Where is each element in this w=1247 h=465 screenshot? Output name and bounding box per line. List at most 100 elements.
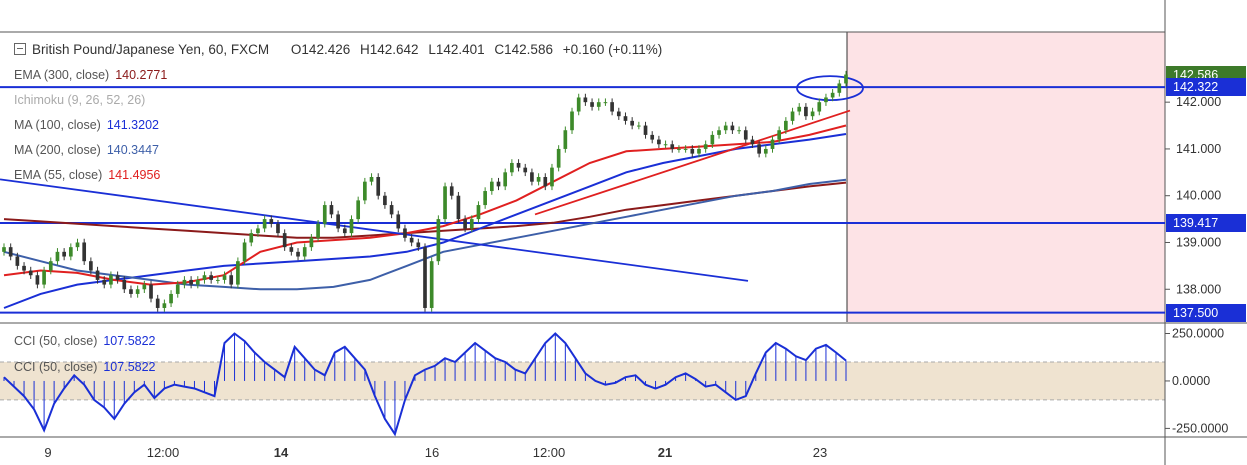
candle-body xyxy=(596,102,601,107)
candle-body xyxy=(289,247,294,252)
candle-body xyxy=(489,181,494,192)
candle-body xyxy=(202,275,207,280)
candle-body xyxy=(643,125,648,135)
candle-body xyxy=(429,261,434,308)
candle-body xyxy=(570,111,574,131)
candle-body xyxy=(790,111,795,121)
candle-body xyxy=(610,102,614,112)
cci-tick-label: 250.0000 xyxy=(1172,326,1224,340)
candle-body xyxy=(329,205,334,215)
candle-body xyxy=(603,102,608,104)
price-tick-label: 140.000 xyxy=(1176,189,1221,203)
candle-body xyxy=(22,265,26,271)
cci-legend-item[interactable]: CCI (50, close) 107.5822 xyxy=(14,360,156,374)
candle-body xyxy=(269,219,274,224)
indicator-name: MA (200, close) xyxy=(14,143,101,157)
candle-body xyxy=(469,219,474,229)
candle-body xyxy=(162,303,167,308)
candle-body xyxy=(677,148,681,150)
candle-body xyxy=(637,125,641,127)
series-line xyxy=(3,181,847,239)
trendline-up xyxy=(534,109,851,216)
candle-body xyxy=(510,162,514,173)
candle-body xyxy=(697,148,701,154)
indicator-name: EMA (300, close) xyxy=(14,68,110,82)
candle-body xyxy=(142,284,147,290)
candle-body xyxy=(189,279,193,285)
candle-body xyxy=(804,106,808,117)
candle-body xyxy=(149,284,153,299)
candle-body xyxy=(376,177,381,196)
candle-body xyxy=(784,120,788,131)
candle-body xyxy=(763,148,768,154)
indicator-legend-item[interactable]: EMA (300, close) 140.2771 xyxy=(14,68,167,82)
candle-body xyxy=(122,279,127,290)
indicator-name: Ichimoku (9, 26, 52, 26) xyxy=(14,93,146,107)
indicator-legend-item[interactable]: Ichimoku (9, 26, 52, 26) xyxy=(14,93,151,107)
ohlc-low: L142.401 xyxy=(428,42,485,57)
candle-body xyxy=(824,97,828,103)
candle-body xyxy=(616,111,621,117)
candle-body xyxy=(630,120,634,126)
candle-body xyxy=(68,247,73,257)
candle-body xyxy=(443,186,447,220)
candle-body xyxy=(530,172,534,182)
time-tick-label: 12:00 xyxy=(533,445,566,460)
price-tag: 137.500 xyxy=(1166,303,1246,322)
highlight-ellipse xyxy=(796,75,864,102)
ohlc-change: +0.160 (+0.11%) xyxy=(562,42,663,57)
price-tick-label: 139.000 xyxy=(1176,235,1221,249)
candle-body xyxy=(770,139,775,149)
candle-body xyxy=(342,228,347,234)
candle-body xyxy=(349,219,354,234)
candle-body xyxy=(463,219,467,229)
time-tick-label: 12:00 xyxy=(147,445,180,460)
candle-body xyxy=(155,298,160,308)
candle-body xyxy=(503,172,508,187)
candle-body xyxy=(15,256,20,266)
cci-value: 107.5822 xyxy=(103,334,156,348)
candle-body xyxy=(195,279,200,285)
time-tick-label: 9 xyxy=(44,445,51,460)
candle-body xyxy=(590,102,594,107)
candle-body xyxy=(576,97,581,112)
candle-body xyxy=(837,83,842,93)
candle-body xyxy=(2,247,6,252)
candle-body xyxy=(135,289,140,294)
candle-body xyxy=(109,275,113,285)
candle-body xyxy=(369,177,374,182)
cci-legend-item[interactable]: CCI (50, close) 107.5822 xyxy=(14,334,156,348)
indicator-name: EMA (55, close) xyxy=(14,168,103,182)
candle-body xyxy=(276,223,280,234)
candle-body xyxy=(423,247,427,308)
symbol-name: British Pound/Japanese Yen, 60, FXCM xyxy=(32,42,270,57)
candle-body xyxy=(483,191,487,206)
candle-body xyxy=(222,275,227,280)
indicator-value: 141.3202 xyxy=(106,118,159,132)
price-tag: 142.322 xyxy=(1166,78,1246,97)
indicator-legend-item[interactable]: MA (100, close) 141.3202 xyxy=(14,118,159,132)
price-tick-label: 142.000 xyxy=(1176,95,1221,109)
candle-body xyxy=(302,247,307,257)
collapse-icon[interactable] xyxy=(14,43,26,55)
candle-body xyxy=(95,270,100,280)
candle-body xyxy=(316,223,320,238)
indicator-legend-item[interactable]: EMA (55, close) 141.4956 xyxy=(14,168,160,182)
candle-body xyxy=(476,205,481,220)
indicator-legend-item[interactable]: MA (200, close) 140.3447 xyxy=(14,143,159,157)
candle-body xyxy=(256,228,260,234)
cci-tick-label: -250.0000 xyxy=(1172,421,1228,435)
candle-body xyxy=(416,242,421,248)
trendline-down xyxy=(0,178,749,282)
indicator-value: 141.4956 xyxy=(108,168,161,182)
candle-body xyxy=(28,270,33,276)
candle-body xyxy=(75,242,80,248)
candle-body xyxy=(583,97,588,103)
ohlc-open: O142.426 xyxy=(290,42,351,57)
candle-body xyxy=(797,106,802,112)
indicator-value: 140.3447 xyxy=(106,143,159,157)
candle-body xyxy=(663,144,668,146)
candle-body xyxy=(710,134,715,145)
candle-body xyxy=(650,134,655,140)
